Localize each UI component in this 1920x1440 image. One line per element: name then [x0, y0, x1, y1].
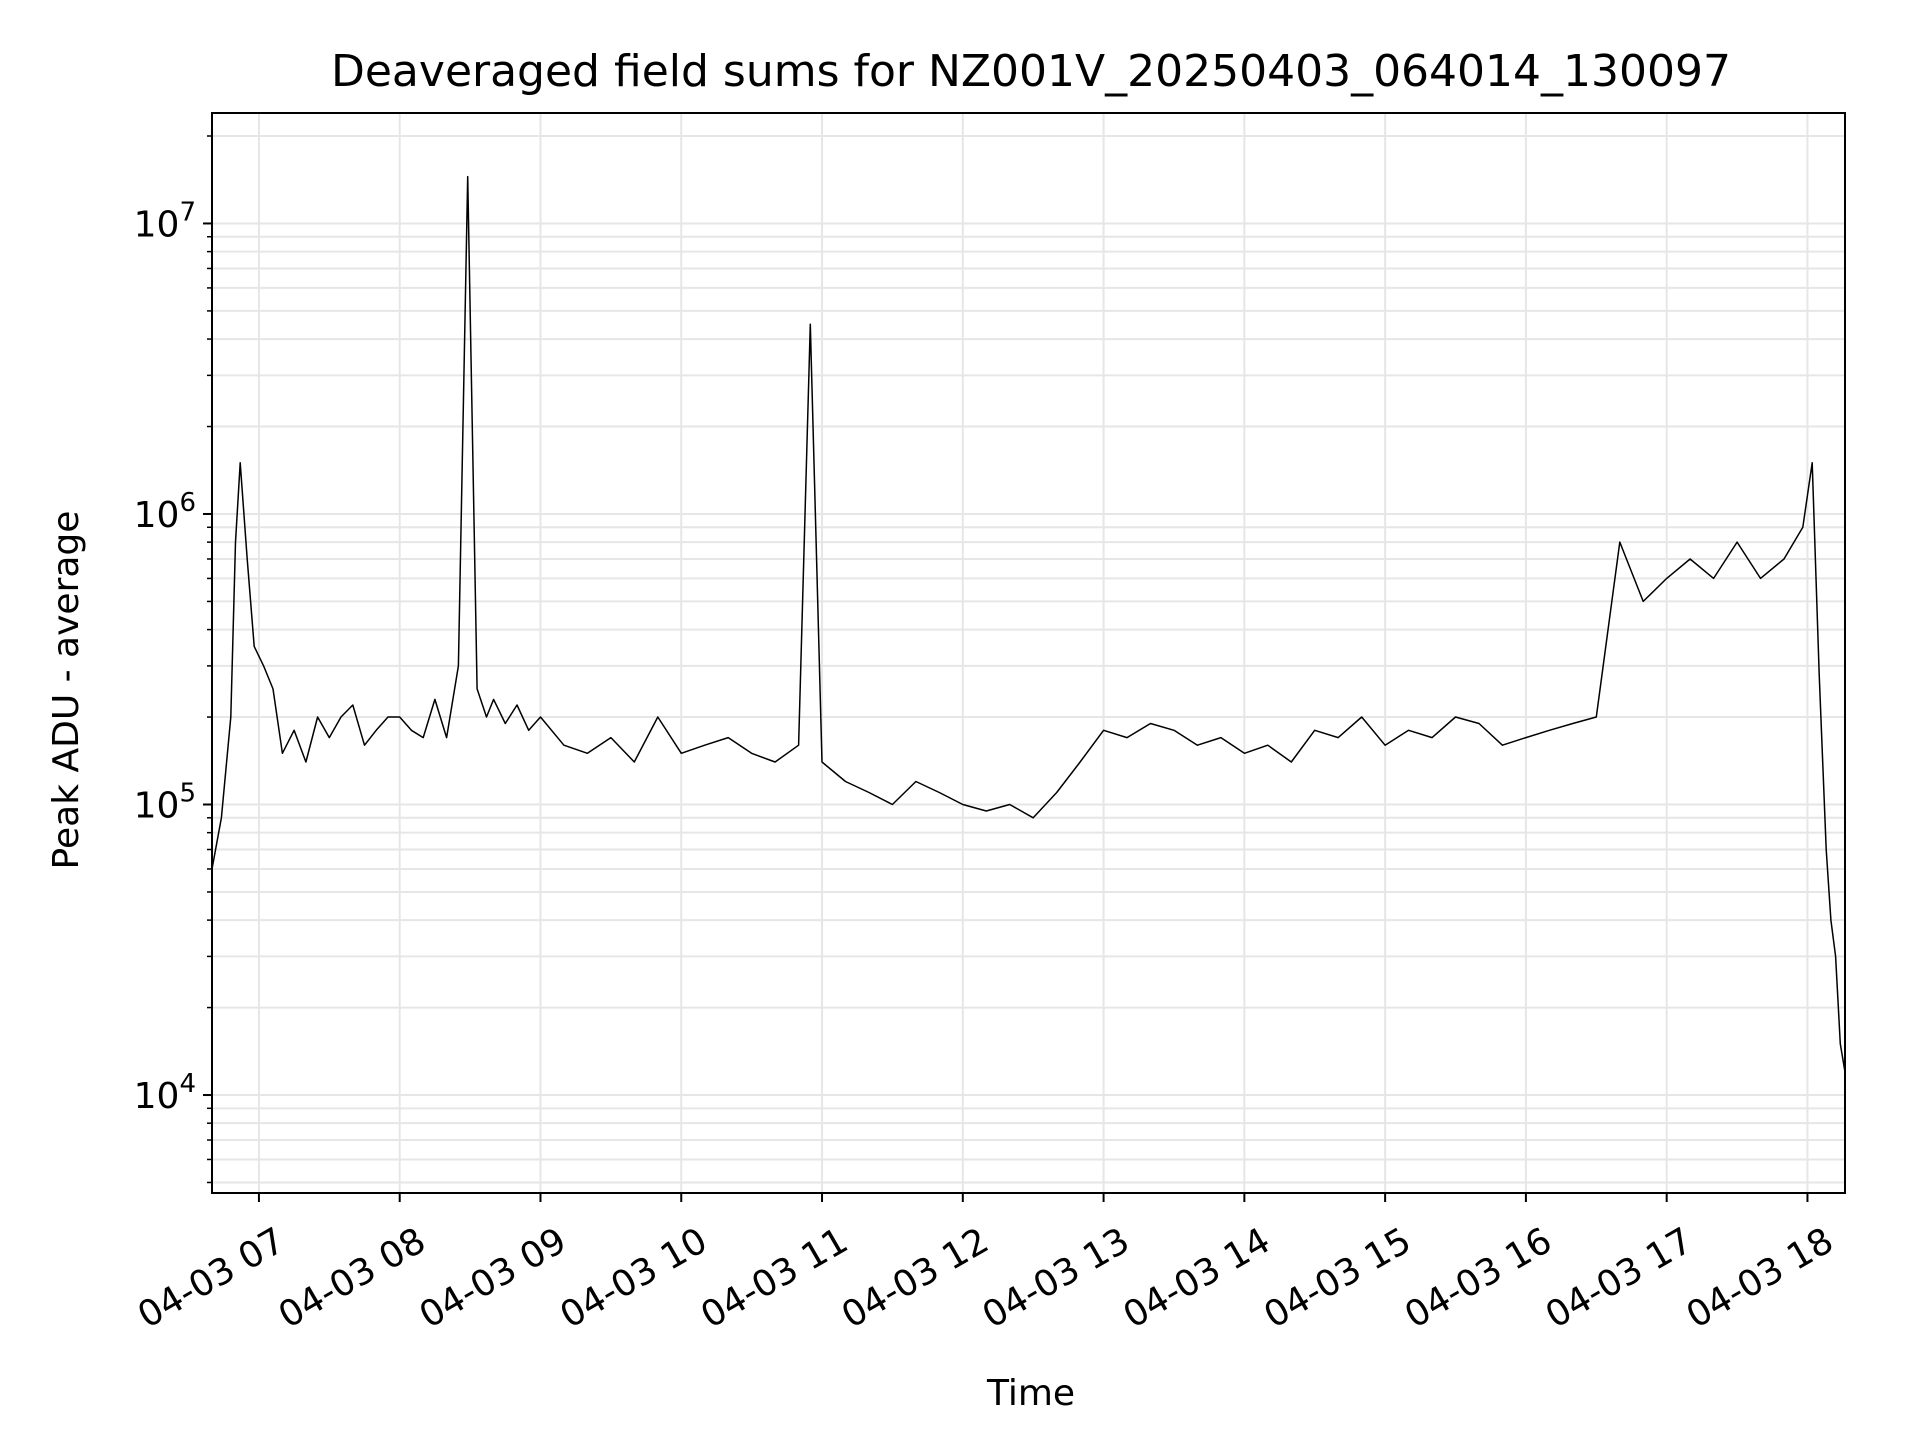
x-tick-label: 04-03 11: [694, 1220, 855, 1336]
x-tick-label: 04-03 13: [976, 1220, 1137, 1336]
y-axis: 104 105 106 107: [134, 135, 212, 1184]
x-tick-label: 04-03 17: [1539, 1220, 1700, 1336]
x-tick-label: 04-03 18: [1680, 1220, 1841, 1336]
y-tick-label: 104: [134, 1069, 196, 1117]
y-tick-label: 105: [134, 779, 196, 827]
y-axis-label: Peak ADU - average: [46, 511, 87, 870]
plot-area: [211, 175, 1846, 1073]
x-tick-label: 04-03 14: [1117, 1220, 1278, 1336]
series-line: [211, 175, 1846, 1073]
y-tick-label: 107: [134, 197, 196, 245]
chart-title: Deaveraged field sums for NZ001V_2025040…: [331, 46, 1731, 97]
x-axis-label: Time: [986, 1373, 1075, 1414]
y-tick-label: 106: [134, 488, 196, 536]
grid: [212, 113, 1845, 1193]
x-tick-label: 04-03 07: [131, 1220, 292, 1336]
x-tick-label: 04-03 15: [1257, 1220, 1418, 1336]
x-tick-label: 04-03 16: [1398, 1220, 1559, 1336]
x-tick-label: 04-03 09: [413, 1220, 574, 1336]
plot-frame: [211, 112, 1846, 1194]
x-tick-label: 04-03 10: [553, 1220, 714, 1336]
x-tick-label: 04-03 12: [835, 1220, 996, 1336]
x-tick-label: 04-03 08: [272, 1220, 433, 1336]
